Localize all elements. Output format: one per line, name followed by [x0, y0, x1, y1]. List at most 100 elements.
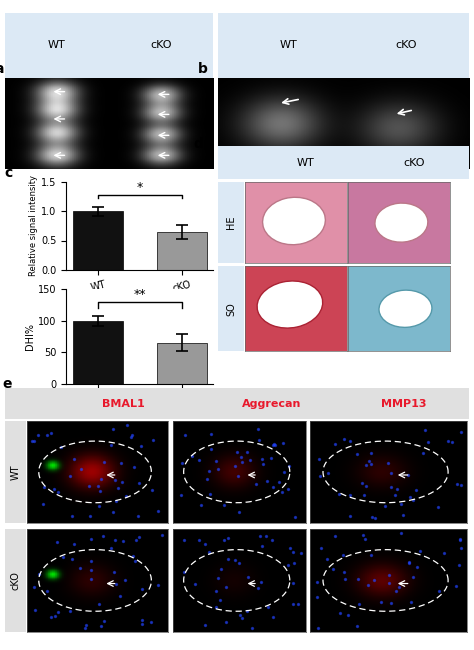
Point — [70, 539, 78, 549]
Point — [96, 486, 103, 496]
Point — [355, 574, 362, 584]
Point — [354, 449, 361, 460]
Point — [367, 549, 375, 560]
Point — [205, 547, 213, 557]
Point — [112, 496, 119, 506]
Point — [315, 454, 323, 464]
Point — [205, 465, 212, 476]
Point — [364, 580, 371, 591]
Point — [201, 620, 209, 630]
Point — [32, 604, 39, 615]
Text: e: e — [2, 377, 12, 391]
Point — [264, 602, 272, 612]
Point — [81, 622, 88, 632]
Point — [346, 510, 354, 521]
Point — [70, 454, 78, 464]
Ellipse shape — [379, 290, 432, 328]
Text: cKO: cKO — [10, 571, 20, 590]
Point — [362, 460, 370, 470]
Point — [399, 510, 407, 520]
Point — [86, 511, 94, 521]
Point — [158, 530, 165, 541]
Point — [131, 556, 138, 567]
Point — [405, 558, 412, 568]
Point — [393, 484, 401, 494]
Point — [367, 460, 374, 470]
Point — [201, 539, 209, 549]
Point — [294, 599, 302, 609]
Text: WT: WT — [280, 40, 297, 51]
Point — [235, 507, 243, 517]
Point — [421, 424, 428, 435]
Point — [34, 430, 42, 441]
Point — [214, 464, 222, 474]
Point — [117, 591, 124, 601]
Point — [207, 444, 215, 454]
Point — [149, 436, 157, 446]
Point — [30, 582, 37, 593]
Point — [238, 457, 246, 467]
Point — [118, 477, 126, 488]
Point — [94, 481, 101, 491]
Point — [339, 550, 346, 560]
Point — [284, 484, 292, 495]
Point — [55, 607, 62, 618]
Point — [449, 437, 456, 447]
Point — [129, 551, 137, 562]
Point — [136, 478, 143, 488]
Point — [220, 499, 228, 510]
Point — [331, 530, 338, 541]
Point — [329, 564, 337, 574]
Point — [262, 530, 270, 541]
Point — [217, 564, 225, 575]
Point — [122, 491, 130, 501]
Point — [214, 573, 221, 583]
Point — [453, 580, 460, 591]
Text: d: d — [193, 136, 203, 151]
Point — [246, 454, 254, 465]
Point — [455, 560, 463, 570]
Point — [195, 455, 203, 465]
Point — [180, 567, 187, 578]
Point — [77, 463, 85, 474]
Point — [456, 534, 464, 544]
Point — [361, 490, 368, 501]
Point — [212, 456, 219, 467]
Point — [76, 562, 83, 573]
Point — [117, 458, 125, 469]
Point — [53, 537, 60, 547]
Point — [278, 487, 285, 497]
Point — [409, 495, 417, 505]
Point — [118, 536, 126, 546]
Point — [413, 562, 421, 572]
Point — [254, 583, 262, 593]
Point — [381, 501, 388, 512]
Point — [138, 584, 146, 595]
Point — [95, 599, 103, 609]
Point — [285, 461, 293, 471]
Point — [44, 586, 51, 596]
Point — [85, 480, 93, 491]
Point — [212, 602, 220, 612]
Point — [255, 424, 262, 434]
Point — [132, 534, 140, 545]
Point — [188, 451, 195, 462]
Point — [397, 528, 404, 538]
Y-axis label: DHI%: DHI% — [26, 323, 36, 350]
Point — [68, 554, 76, 564]
Point — [392, 489, 399, 500]
Point — [231, 554, 238, 565]
Point — [336, 489, 343, 500]
Point — [313, 592, 320, 603]
Point — [114, 483, 121, 493]
Bar — [73, 211, 123, 270]
Text: WT: WT — [297, 157, 315, 168]
Point — [404, 470, 411, 480]
Point — [154, 506, 162, 516]
Point — [359, 530, 366, 541]
Point — [284, 560, 292, 570]
Point — [346, 436, 354, 447]
Text: a: a — [0, 62, 4, 75]
Point — [361, 534, 369, 544]
Point — [340, 567, 347, 578]
